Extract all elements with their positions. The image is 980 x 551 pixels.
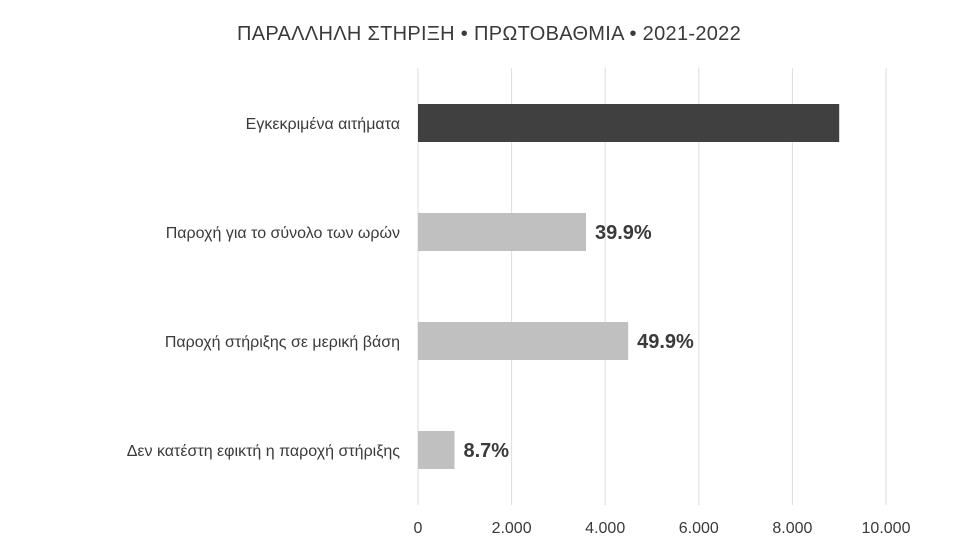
bars	[418, 104, 840, 469]
bar	[418, 431, 455, 469]
data-label: 49.9%	[637, 331, 694, 353]
category-label: Παροχή στήριξης σε μερική βάση	[165, 334, 400, 351]
x-tick-label: 0	[414, 520, 423, 537]
x-tick-label: 8.000	[772, 520, 812, 537]
data-labels: 39.9% 49.9% 8.7%	[464, 222, 695, 462]
bar	[418, 104, 840, 142]
chart-title: ΠΑΡΑΛΛΗΛΗ ΣΤΗΡΙΞΗ • ΠΡΩΤΟΒΑΘΜΙΑ • 2021-2…	[237, 23, 741, 45]
data-label: 39.9%	[595, 222, 652, 244]
category-label: Εγκεκριμένα αιτήματα	[246, 116, 400, 133]
x-tick-label: 2.000	[492, 520, 532, 537]
category-label: Παροχή για το σύνολο των ωρών	[166, 225, 400, 242]
category-label: Δεν κατέστη εφικτή η παροχή στήριξης	[127, 443, 401, 460]
x-tick-label: 10.000	[862, 520, 911, 537]
bar	[418, 213, 587, 251]
x-tick-label: 4.000	[585, 520, 625, 537]
bar	[418, 322, 629, 360]
category-labels: Εγκεκριμένα αιτήματα Παροχή για το σύνολο…	[127, 116, 401, 460]
x-axis-ticks: 0 2.000 4.000 6.000 8.000 10.000	[414, 520, 911, 537]
x-tick-label: 6.000	[679, 520, 719, 537]
data-label: 8.7%	[464, 440, 510, 462]
